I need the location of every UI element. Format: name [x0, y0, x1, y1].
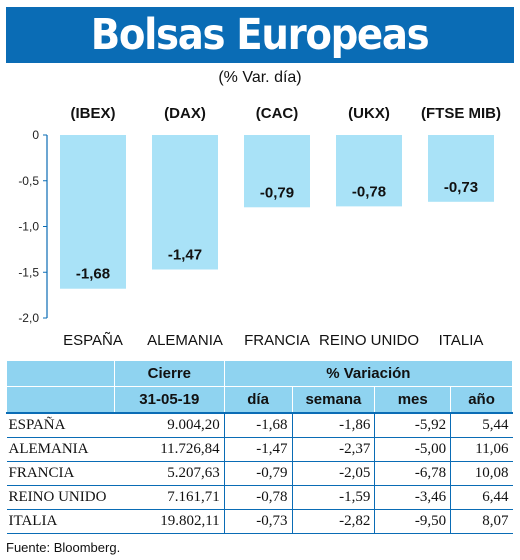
bar-value-label: -0,78	[352, 183, 386, 200]
bar-value-label: -0,79	[260, 184, 294, 201]
row-mes: -3,46	[374, 485, 451, 510]
row-cierre: 19.802,11	[114, 509, 225, 534]
bar	[60, 135, 126, 289]
source-note: Fuente: Bloomberg.	[6, 540, 121, 555]
row-ano: 8,07	[450, 509, 513, 534]
row-country: REINO UNIDO	[6, 485, 115, 510]
header-blank	[6, 361, 115, 387]
row-ano: 10,08	[450, 461, 513, 486]
row-ano: 5,44	[450, 413, 513, 438]
bar-value-label: -1,47	[168, 247, 202, 264]
table-row: ESPAÑA 9.004,20 -1,68 -1,86 -5,92 5,44	[6, 413, 513, 438]
header-ano: año	[450, 386, 513, 414]
row-semana: -1,86	[291, 413, 375, 438]
bar-chart: 0 -0,5 -1,0 -1,5 -2,0 -1,68 (IBEX) ESPAÑA -1,47 (…	[18, 105, 501, 349]
table-row: ITALIA 19.802,11 -0,73 -2,82 -9,50 8,07	[6, 509, 513, 534]
row-ano: 6,44	[450, 485, 513, 510]
row-semana: -2,82	[291, 509, 375, 534]
bar-value-label: -1,68	[76, 266, 110, 283]
category-label: ITALIA	[439, 332, 484, 349]
bar	[244, 135, 310, 208]
table-row: FRANCIA 5.207,63 -0,79 -2,05 -6,78 10,08	[6, 461, 513, 486]
bar	[428, 135, 494, 202]
header-dia: día	[223, 386, 293, 414]
index-label: (UKX)	[348, 105, 390, 122]
row-ano: 11,06	[450, 437, 513, 462]
page-title: Bolsas Europeas	[91, 10, 430, 60]
header-variacion: % Variación	[223, 361, 514, 387]
row-cierre: 7.161,71	[114, 485, 225, 510]
stock-table: Cierre % Variación 31-05-19 día semana m…	[6, 361, 514, 534]
row-dia: -0,78	[223, 485, 292, 510]
row-country: ALEMANIA	[6, 437, 115, 462]
row-semana: -1,59	[291, 485, 375, 510]
y-tick-label: -0,5	[18, 174, 39, 188]
row-country: ITALIA	[6, 509, 115, 534]
header-semana: semana	[291, 386, 376, 414]
y-tick-label: -2,0	[18, 311, 39, 325]
header-cierre: Cierre	[113, 361, 225, 387]
y-tick-label: -1,5	[18, 265, 39, 279]
row-dia: -1,68	[223, 413, 292, 438]
row-cierre: 9.004,20	[114, 413, 225, 438]
row-cierre: 5.207,63	[114, 461, 225, 486]
table-row: REINO UNIDO 7.161,71 -0,78 -1,59 -3,46 6…	[6, 485, 513, 510]
header-blank-2	[6, 386, 115, 414]
row-dia: -0,73	[223, 509, 292, 534]
row-mes: -6,78	[374, 461, 451, 486]
bar-value-label: -0,73	[444, 179, 478, 196]
category-label: FRANCIA	[244, 332, 310, 349]
row-cierre: 11.726,84	[114, 437, 225, 462]
row-dia: -0,79	[223, 461, 292, 486]
header-mes: mes	[374, 386, 452, 414]
index-label: (FTSE MIB)	[421, 105, 501, 122]
row-mes: -9,50	[374, 509, 451, 534]
y-tick-label: 0	[32, 128, 39, 142]
index-label: (IBEX)	[71, 105, 116, 122]
row-semana: -2,37	[291, 437, 375, 462]
row-dia: -1,47	[223, 437, 292, 462]
row-country: FRANCIA	[6, 461, 115, 486]
index-label: (CAC)	[256, 105, 299, 122]
bar	[336, 135, 402, 207]
bar	[152, 135, 218, 270]
data-table-wrapper: Cierre % Variación 31-05-19 día semana m…	[6, 361, 514, 534]
index-label: (DAX)	[164, 105, 206, 122]
title-bar: Bolsas Europeas	[6, 7, 514, 63]
category-label: ALEMANIA	[147, 332, 223, 349]
chart-subtitle: (% Var. día)	[218, 69, 302, 86]
category-label: ESPAÑA	[63, 332, 123, 349]
row-semana: -2,05	[291, 461, 375, 486]
category-label: REINO UNIDO	[319, 332, 419, 349]
row-mes: -5,00	[374, 437, 451, 462]
y-tick-label: -1,0	[18, 220, 39, 234]
table-row: ALEMANIA 11.726,84 -1,47 -2,37 -5,00 11,…	[6, 437, 513, 462]
row-mes: -5,92	[374, 413, 451, 438]
header-date: 31-05-19	[113, 386, 225, 414]
row-country: ESPAÑA	[6, 413, 115, 438]
